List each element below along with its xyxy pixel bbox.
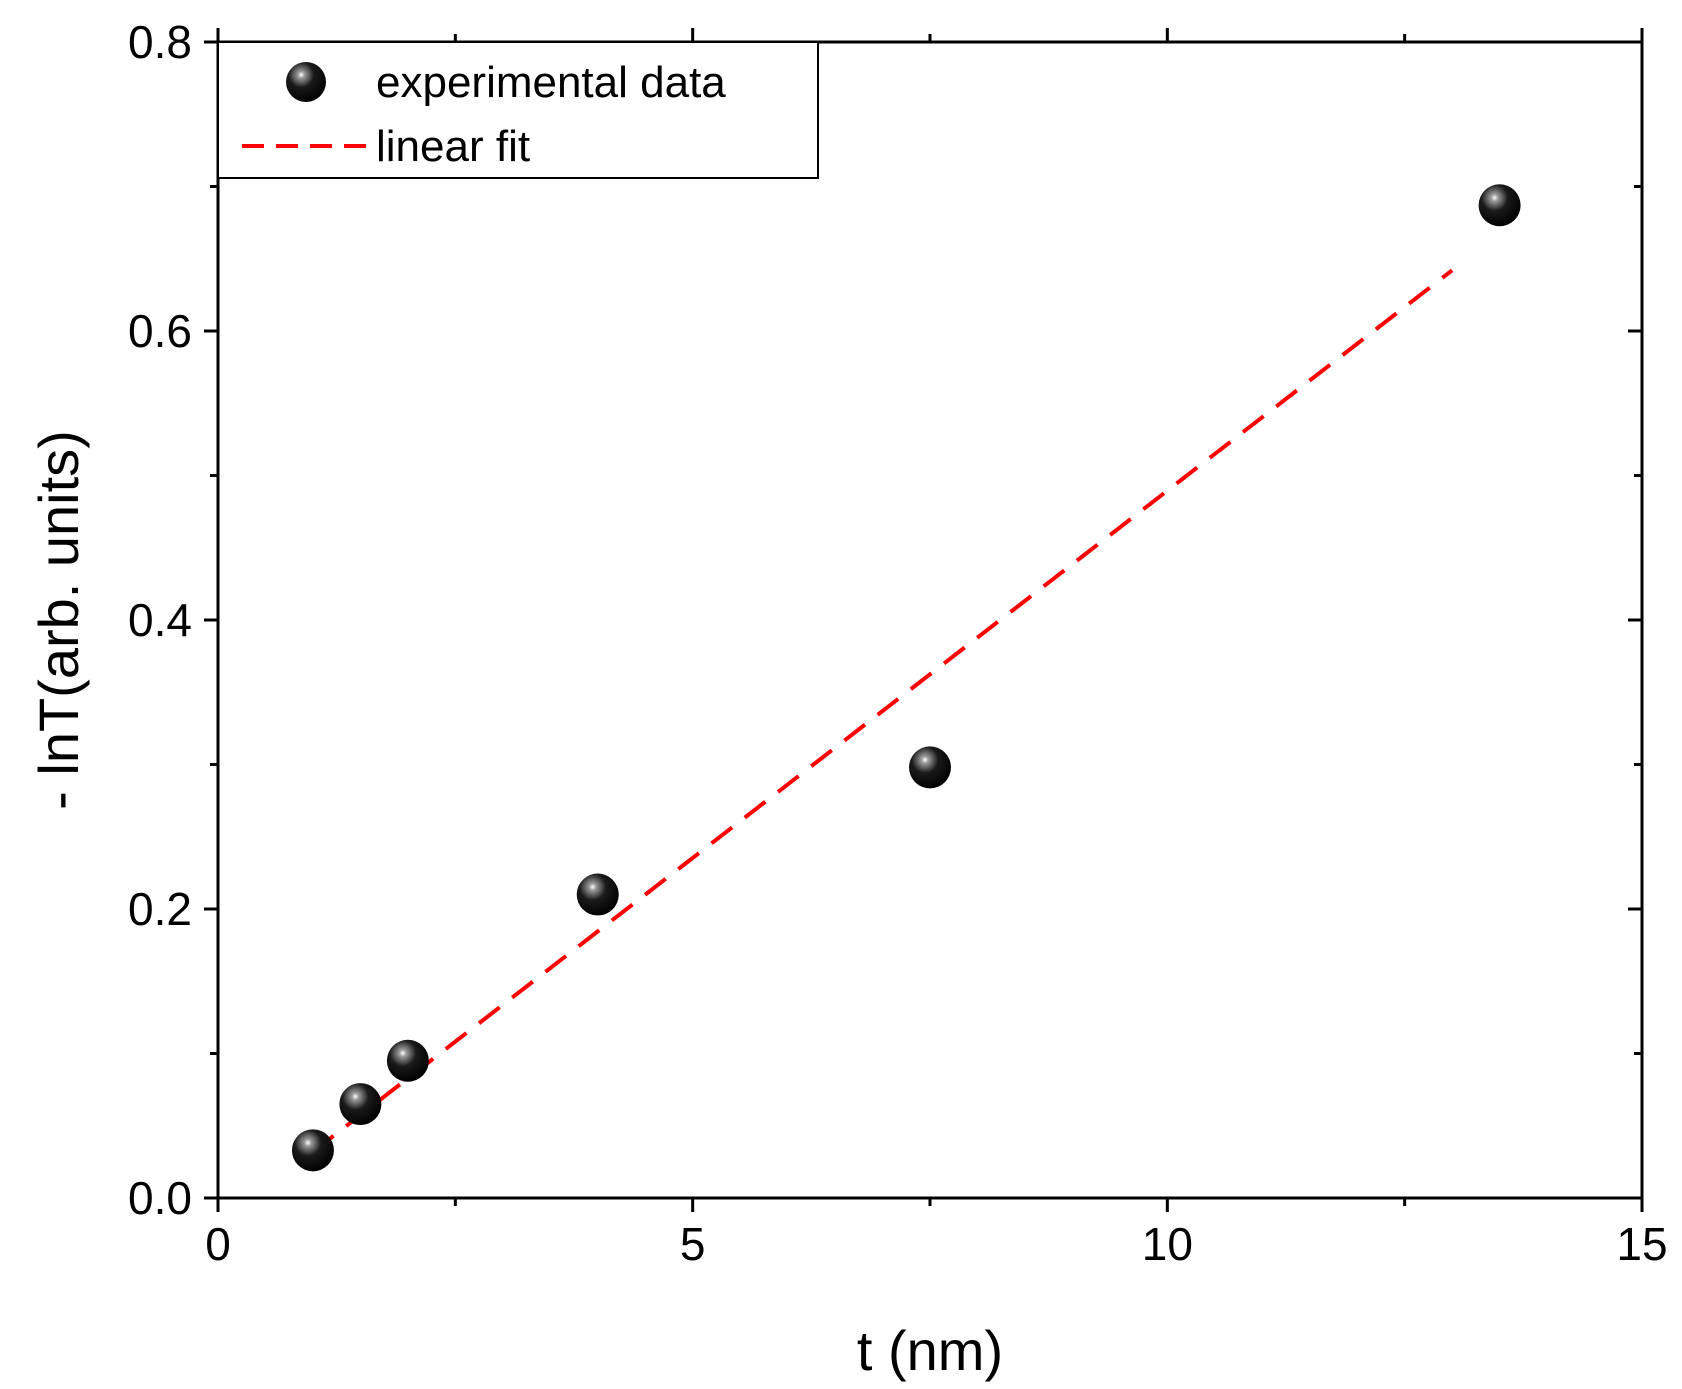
x-tick-label-0: 0 <box>205 1218 231 1270</box>
tick-labels: 0 5 10 15 0.0 0.2 0.4 0.6 0.8 <box>128 16 1668 1270</box>
x-tick-label-15: 15 <box>1616 1218 1667 1270</box>
data-point <box>576 873 619 916</box>
legend-label-experimental-data: experimental data <box>376 58 726 107</box>
y-tick-label-0.2: 0.2 <box>128 883 192 935</box>
y-tick-label-0.8: 0.8 <box>128 16 192 68</box>
data-point <box>386 1039 429 1082</box>
legend-marker-experimental-data <box>286 62 326 102</box>
x-tick-label-10: 10 <box>1142 1218 1193 1270</box>
data-point <box>909 746 951 789</box>
plot-area <box>216 40 1644 1200</box>
y-tick-label-0.0: 0.0 <box>128 1172 192 1224</box>
legend-box <box>217 41 819 179</box>
linear-fit-line <box>311 268 1454 1154</box>
y-axis-title: - lnT(arb. units) <box>27 430 90 810</box>
data-point <box>339 1083 382 1126</box>
y-tick-label-0.4: 0.4 <box>128 594 192 646</box>
axis-ticks <box>204 28 1644 1212</box>
x-tick-label-5: 5 <box>680 1218 706 1270</box>
legend-label-linear-fit: linear fit <box>376 122 530 171</box>
x-axis-title: t (nm) <box>857 1319 1003 1382</box>
series <box>291 184 1521 1172</box>
data-point <box>291 1129 334 1172</box>
legend: experimental data linear fit <box>217 41 819 179</box>
data-point <box>1478 184 1521 227</box>
y-tick-label-0.6: 0.6 <box>128 305 192 357</box>
